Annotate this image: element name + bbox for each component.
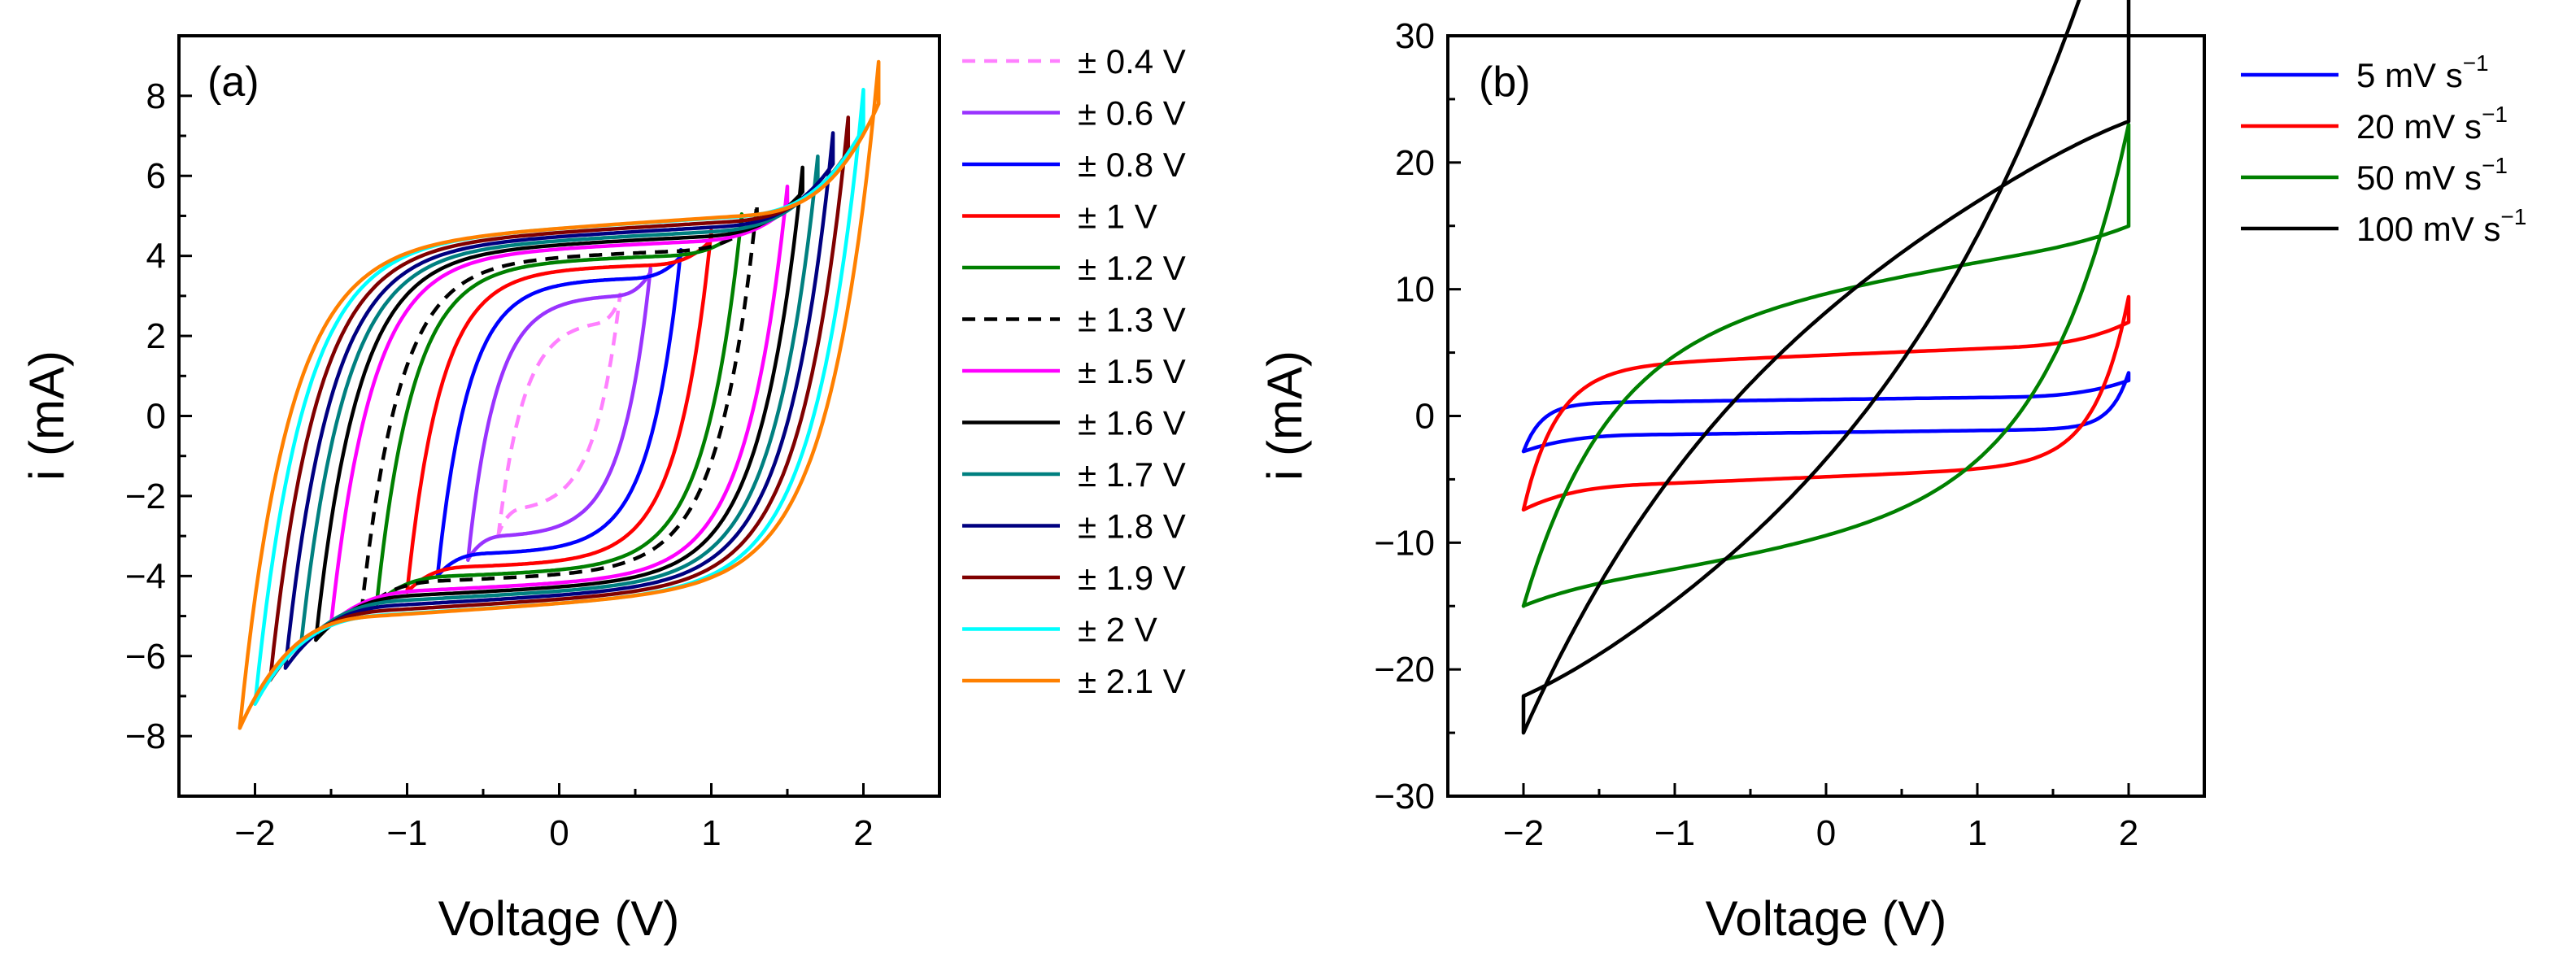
x-tick-label: 0 — [1816, 813, 1836, 853]
legend-entry: ± 1.9 V — [1078, 559, 1186, 597]
legend-superscript: −1 — [2482, 153, 2508, 178]
legend-label: ± 1.5 V — [1078, 352, 1186, 390]
y-tick-label: −8 — [125, 716, 166, 756]
series-line — [283, 131, 835, 670]
x-axis-a: −2 −1 0 1 2 — [177, 783, 941, 853]
series-line — [329, 184, 790, 626]
curves-b — [1521, 0, 2131, 735]
x-tick-label: 0 — [549, 813, 569, 853]
series-line — [314, 165, 804, 642]
legend-label: ± 0.8 V — [1078, 146, 1186, 184]
legend-a: ± 0.4 V ± 0.6 V ± 0.8 V ± 1 V ± 1.2 V ± 1.3 V… — [962, 42, 1186, 700]
y-tick-label: 30 — [1395, 16, 1435, 56]
series-line — [299, 154, 820, 651]
y-tick-label: −4 — [125, 556, 166, 596]
y-tick-label: −30 — [1374, 777, 1435, 816]
series-line — [360, 202, 759, 614]
legend-label: ± 0.6 V — [1078, 94, 1186, 133]
series-line — [466, 266, 652, 562]
y-tick-label: 0 — [146, 397, 166, 437]
y-tick-label: 6 — [146, 156, 166, 196]
series-line — [1521, 122, 2131, 608]
x-tick-label: 2 — [853, 813, 873, 853]
legend-label: ± 1.6 V — [1078, 404, 1186, 442]
y-axis-label-b: i (mA) — [1257, 351, 1312, 481]
series-line — [496, 292, 622, 538]
y-tick-label: 8 — [146, 76, 166, 116]
panel-label-b: (b) — [1479, 59, 1531, 106]
y-tick-label: −10 — [1374, 523, 1435, 563]
y-tick-label: 2 — [146, 316, 166, 356]
legend-entry: ± 0.8 V — [1078, 146, 1186, 184]
legend-entry: ± 1.7 V — [1078, 455, 1186, 494]
x-tick-label: −1 — [386, 813, 427, 853]
x-tick-label: 1 — [1968, 813, 1987, 853]
y-tick-label: −20 — [1374, 650, 1435, 690]
y-axis-a: −8 −6 −4 −2 0 2 4 6 8 — [125, 76, 192, 756]
legend-entry: 100 mV s−1 — [2356, 204, 2526, 248]
legend-entry: ± 1.2 V — [1078, 249, 1186, 287]
legend-superscript: −1 — [2463, 50, 2489, 76]
legend-entry: ± 1.8 V — [1078, 507, 1186, 546]
series-line — [1521, 371, 2131, 454]
x-axis-label-a: Voltage (V) — [438, 891, 680, 946]
y-tick-label: −6 — [125, 637, 166, 677]
legend-label: ± 2.1 V — [1078, 662, 1186, 700]
y-axis-b: −30 −20 −10 0 10 20 30 — [1374, 16, 1461, 816]
legend-label: ± 1.3 V — [1078, 301, 1186, 339]
series-line — [1521, 294, 2131, 512]
legend-entry: 50 mV s−1 — [2356, 153, 2508, 197]
x-tick-label: −2 — [234, 813, 275, 853]
x-tick-label: −2 — [1503, 813, 1544, 853]
x-axis-b: −2 −1 0 1 2 — [1446, 783, 2206, 853]
legend-entry: ± 1.3 V — [1078, 301, 1186, 339]
y-tick-label: 10 — [1395, 270, 1435, 310]
legend-label: ± 1 V — [1078, 198, 1157, 236]
legend-label: 20 mV s — [2356, 107, 2482, 146]
legend-entry: 20 mV s−1 — [2356, 102, 2508, 146]
y-tick-label: 20 — [1395, 143, 1435, 183]
legend-entry: ± 2.1 V — [1078, 662, 1186, 700]
y-tick-label: 0 — [1415, 397, 1435, 437]
legend-label: 100 mV s — [2356, 210, 2500, 248]
legend-label: 50 mV s — [2356, 159, 2482, 197]
x-tick-label: −1 — [1654, 813, 1695, 853]
legend-label: ± 2 V — [1078, 611, 1157, 649]
legend-entry: 5 mV s−1 — [2356, 50, 2489, 94]
series-line — [238, 59, 881, 730]
legend-entry: ± 1.5 V — [1078, 352, 1186, 390]
plot-frame-b — [1446, 34, 2206, 798]
legend-label: 5 mV s — [2356, 56, 2463, 94]
legend-label: ± 0.4 V — [1078, 42, 1186, 81]
legend-label: ± 1.9 V — [1078, 559, 1186, 597]
legend-entry: ± 0.6 V — [1078, 94, 1186, 133]
legend-label: ± 1.7 V — [1078, 455, 1186, 494]
x-tick-label: 1 — [701, 813, 721, 853]
x-axis-label-b: Voltage (V) — [1706, 891, 1947, 946]
legend-entry: ± 0.4 V — [1078, 42, 1186, 81]
panel-label-a: (a) — [207, 59, 259, 106]
y-axis-label-a: i (mA) — [20, 351, 74, 481]
legend-label: ± 1.8 V — [1078, 507, 1186, 546]
series-line — [268, 115, 851, 682]
y-tick-label: −2 — [125, 477, 166, 516]
legend-entry: ± 2 V — [1078, 611, 1157, 649]
legend-entry: ± 1 V — [1078, 198, 1157, 236]
chart-panel-a: −2 −1 0 1 2 −8 −6 −4 −2 0 2 4 6 8 (a) Voltage (V) i … — [20, 34, 1186, 946]
legend-entry: ± 1.6 V — [1078, 404, 1186, 442]
curves-a — [238, 59, 881, 730]
legend-superscript: −1 — [2500, 204, 2526, 229]
legend-superscript: −1 — [2482, 102, 2508, 127]
x-tick-label: 2 — [2119, 813, 2138, 853]
y-tick-label: 4 — [146, 237, 166, 276]
series-line — [1521, 0, 2131, 735]
legend-label: ± 1.2 V — [1078, 249, 1186, 287]
